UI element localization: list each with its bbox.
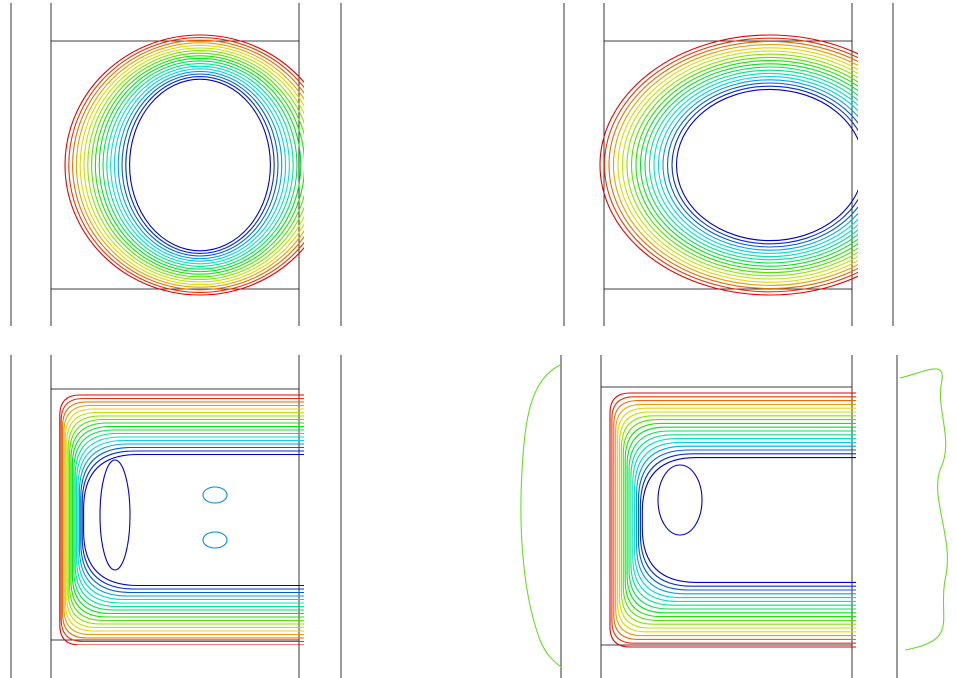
contour: [63, 404, 304, 636]
contour: [102, 60, 298, 270]
contour: [202, 531, 228, 549]
contour: [67, 415, 304, 625]
contour: [129, 78, 271, 252]
contour: [125, 76, 275, 254]
contour: [626, 426, 856, 614]
contour: [621, 50, 858, 280]
contour: [78, 443, 304, 597]
contour: [636, 445, 856, 595]
contour: [64, 408, 304, 632]
contour: [60, 397, 304, 643]
contour: [630, 434, 856, 606]
contour: [609, 392, 856, 648]
contour: [626, 53, 858, 277]
contour: [59, 394, 304, 645]
frame-lines: [10, 3, 948, 678]
contour: [113, 68, 287, 262]
contour: [603, 37, 858, 293]
contour: [74, 432, 304, 608]
contour: [641, 457, 856, 583]
contour: [639, 63, 858, 267]
contour: [617, 407, 856, 633]
contour: [648, 69, 858, 261]
contour: [76, 436, 304, 604]
contour: [94, 55, 304, 275]
contour: [77, 439, 304, 601]
contour: [62, 401, 304, 639]
contour: [666, 82, 858, 248]
contour: [608, 40, 858, 290]
contour: [83, 453, 304, 587]
contour: [64, 34, 304, 296]
contour: [653, 72, 858, 258]
contour: [899, 368, 948, 651]
contour: [620, 415, 856, 625]
contour: [98, 57, 302, 273]
contour: [106, 63, 294, 267]
contour: [632, 438, 856, 602]
contour: [83, 47, 304, 283]
contour: [611, 396, 856, 644]
contour: [630, 56, 858, 274]
contour: [87, 50, 304, 280]
contour-plot: [64, 34, 304, 296]
contour: [634, 441, 856, 599]
contour: [73, 429, 304, 611]
contour: [644, 66, 858, 264]
contour: [68, 37, 304, 293]
contour: [624, 422, 856, 618]
contour: [110, 65, 290, 265]
contour: [617, 47, 858, 283]
contour: [81, 450, 304, 590]
contour: [599, 34, 858, 296]
contour-plot: [59, 394, 304, 645]
contour: [613, 400, 856, 640]
contour: [662, 79, 858, 251]
contour: [639, 453, 856, 587]
contour-plot: [599, 34, 858, 296]
contour: [202, 486, 228, 504]
contour: [671, 85, 858, 245]
contour: [615, 403, 856, 637]
contour: [99, 459, 131, 571]
contour: [635, 60, 858, 270]
contour: [612, 44, 858, 286]
contour: [618, 411, 856, 629]
contour-plot: [609, 392, 856, 648]
contour: [91, 52, 304, 278]
contour: [66, 411, 304, 629]
contour: [657, 464, 703, 536]
contour: [79, 44, 304, 286]
contour: [622, 419, 856, 621]
contour: [675, 88, 858, 242]
contour: [637, 449, 856, 591]
contour: [72, 39, 304, 291]
contour: [69, 418, 304, 622]
contour: [75, 42, 304, 288]
contour: [628, 430, 856, 610]
contour: [121, 73, 279, 257]
contour: [80, 446, 304, 594]
contour: [117, 70, 283, 260]
contour: [70, 422, 304, 618]
contour: [520, 364, 563, 669]
contour: [71, 425, 304, 615]
contour: [657, 76, 858, 254]
